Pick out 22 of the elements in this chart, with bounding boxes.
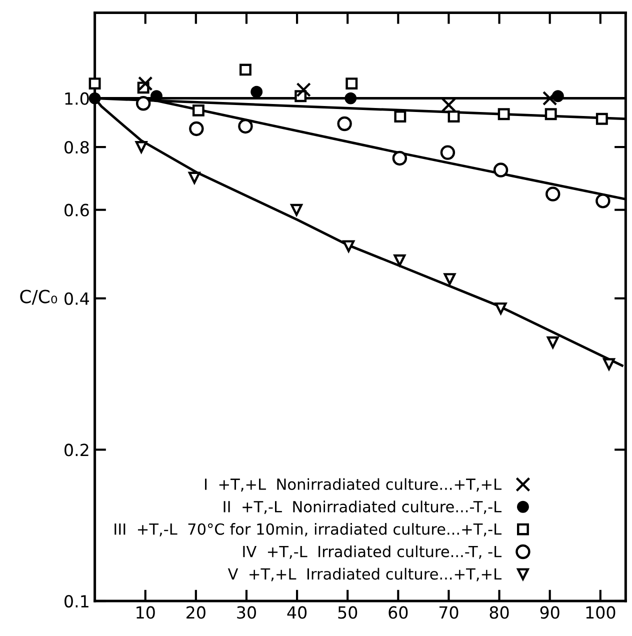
y-tick-label: 0.6 [64, 204, 89, 216]
y-tick-label: 0.2 [64, 444, 88, 456]
y-axis-title: C/C₀ [20, 290, 58, 305]
x-tick-label: 70 [439, 606, 458, 619]
x-tick-label: 30 [237, 606, 256, 619]
y-tick-label: 0.4 [64, 292, 90, 305]
legend-label: I +T,+L Nonirradiated culture...+T,+L [205, 478, 502, 492]
x-tick-label: 80 [490, 606, 509, 619]
y-tick-label: 0.1 [64, 594, 88, 608]
legend-label: IV +T,-L Irradiated culture...-T, -L [243, 545, 502, 559]
x-tick-label: 90 [540, 606, 560, 619]
legend-label: II +T,-L Nonirradiated culture...-T,-L [224, 500, 502, 514]
y-tick-label: 1.0 [65, 92, 89, 105]
x-tick-label: 50 [338, 606, 358, 619]
x-tick-label: 100 [586, 606, 616, 619]
legend-label: V +T,+L Irradiated culture...+T,+L [228, 568, 502, 582]
x-tick-label: 20 [186, 606, 206, 619]
y-tick-label: 0.8 [64, 140, 89, 154]
x-tick-label: 60 [388, 606, 408, 619]
x-tick-label: 10 [136, 606, 155, 619]
x-tick-label: 40 [287, 606, 307, 619]
legend-label: III +T,-L 70°C for 10min, irradiated culture...+T,-L [114, 523, 502, 536]
